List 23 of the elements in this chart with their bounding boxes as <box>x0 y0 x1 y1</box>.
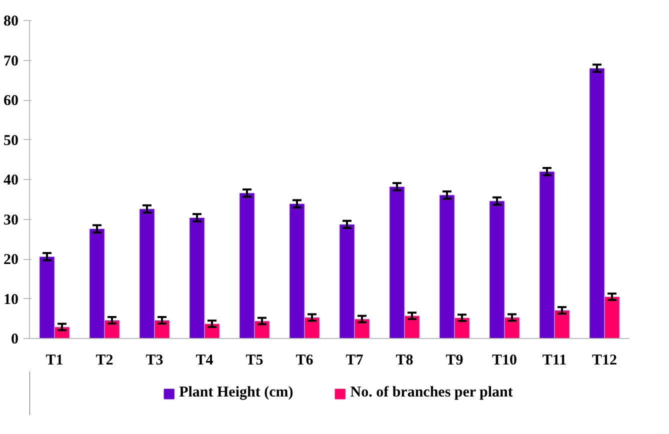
x-tick-label: T6 <box>296 352 314 368</box>
legend-label: No. of branches per plant <box>350 384 513 402</box>
x-tick-label: T10 <box>492 352 518 368</box>
y-tick-label: 70 <box>4 53 18 70</box>
y-tick-label: 30 <box>4 212 18 228</box>
y-tick-label: 80 <box>4 14 18 30</box>
y-tick-label: 10 <box>4 292 18 308</box>
legend-label: Plant Height (cm) <box>179 384 294 402</box>
x-tick-label: T9 <box>446 352 464 368</box>
x-tick-label: T12 <box>592 352 618 368</box>
y-tick-label: 60 <box>4 93 18 109</box>
x-tick-label: T3 <box>146 352 164 368</box>
y-tick-label: 20 <box>4 252 18 268</box>
x-tick-label: T8 <box>396 352 414 368</box>
x-tick-label: T2 <box>96 352 114 368</box>
x-tick-label: T4 <box>196 352 214 368</box>
x-tick-label: T7 <box>346 352 364 368</box>
x-tick-label: T11 <box>542 352 567 368</box>
x-tick-label: T5 <box>246 352 264 368</box>
y-tick-label: 50 <box>4 132 18 149</box>
y-tick-label: 40 <box>4 172 18 188</box>
y-tick-label: 0 <box>11 332 18 348</box>
x-tick-label: T1 <box>46 352 64 368</box>
